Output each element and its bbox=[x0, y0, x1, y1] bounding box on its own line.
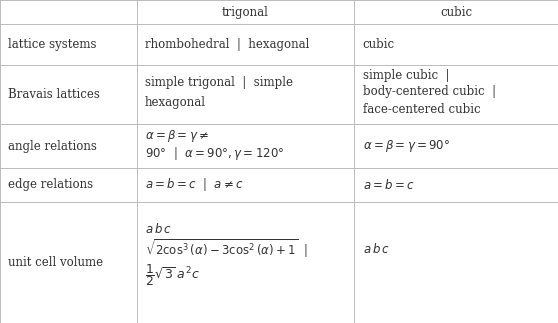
Text: trigonal: trigonal bbox=[222, 5, 269, 19]
Text: cubic: cubic bbox=[363, 38, 395, 51]
Text: angle relations: angle relations bbox=[8, 140, 97, 153]
Text: edge relations: edge relations bbox=[8, 178, 94, 192]
Text: simple trigonal  |  simple: simple trigonal | simple bbox=[145, 76, 293, 89]
Text: $a\,b\,c$: $a\,b\,c$ bbox=[145, 222, 172, 235]
Text: $\alpha = \beta = \gamma = 90°$: $\alpha = \beta = \gamma = 90°$ bbox=[363, 138, 450, 154]
Text: Bravais lattices: Bravais lattices bbox=[8, 88, 100, 101]
Text: $\alpha = \beta = \gamma \neq$: $\alpha = \beta = \gamma \neq$ bbox=[145, 129, 209, 144]
Text: $a = b = c$  |  $a \neq c$: $a = b = c$ | $a \neq c$ bbox=[145, 176, 244, 193]
Text: face-centered cubic: face-centered cubic bbox=[363, 103, 480, 117]
Text: lattice systems: lattice systems bbox=[8, 38, 97, 51]
Text: $a\,b\,c$: $a\,b\,c$ bbox=[363, 242, 389, 255]
Text: $\sqrt{2\cos^3(\alpha)-3\cos^2(\alpha)+1}$  |: $\sqrt{2\cos^3(\alpha)-3\cos^2(\alpha)+1… bbox=[145, 237, 309, 260]
Text: $a = b = c$: $a = b = c$ bbox=[363, 178, 415, 192]
Text: unit cell volume: unit cell volume bbox=[8, 256, 103, 269]
Text: $\dfrac{1}{2}\sqrt{3}\;a^2 c$: $\dfrac{1}{2}\sqrt{3}\;a^2 c$ bbox=[145, 262, 200, 288]
Text: $90°$  |  $\alpha = 90°, \gamma = 120°$: $90°$ | $\alpha = 90°, \gamma = 120°$ bbox=[145, 145, 285, 162]
Text: cubic: cubic bbox=[440, 5, 472, 19]
Text: body-centered cubic  |: body-centered cubic | bbox=[363, 85, 496, 99]
Text: simple cubic  |: simple cubic | bbox=[363, 68, 449, 82]
Text: rhombohedral  |  hexagonal: rhombohedral | hexagonal bbox=[145, 38, 310, 51]
Text: hexagonal: hexagonal bbox=[145, 96, 206, 109]
